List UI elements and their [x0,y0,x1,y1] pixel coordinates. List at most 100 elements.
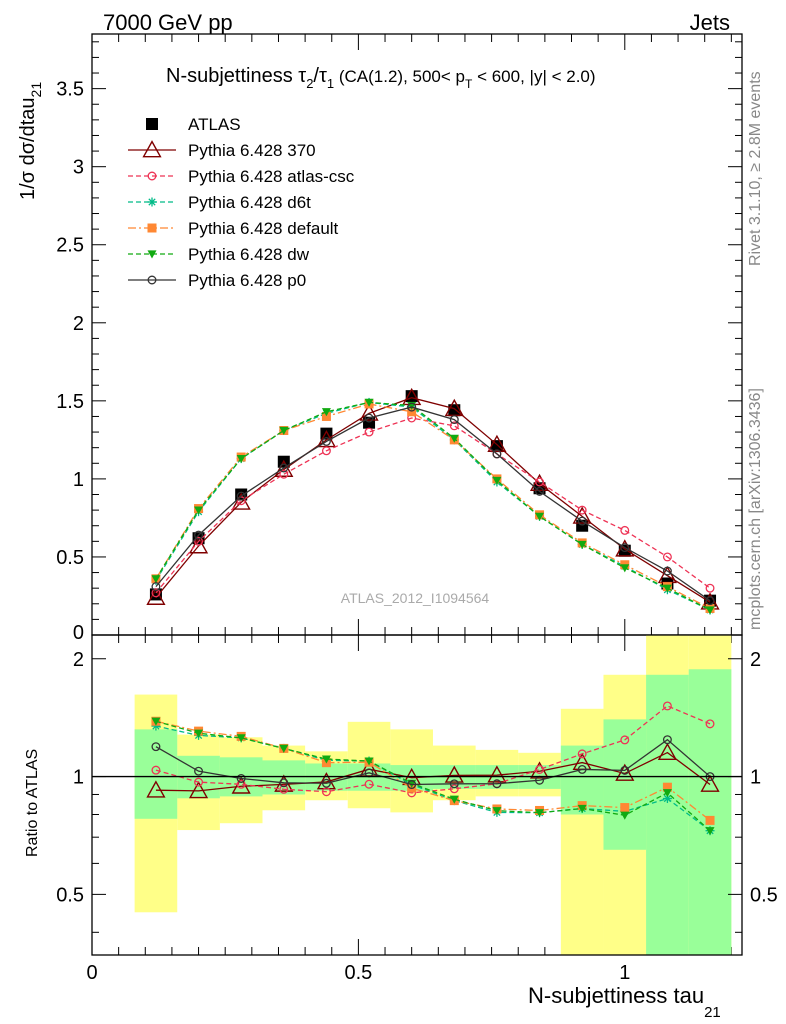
y-tick-label: 2 [73,313,84,335]
ratio-panel: 0.5 0.5 1 1 2 2 [56,634,778,956]
ratio-point-pythia-6-428-atlas-csc [279,784,289,794]
point-pythia-6-428-p0 [407,402,417,412]
legend-marker [147,171,157,181]
legend: ATLAS Pythia 6.428 370 Pythia 6.428 atlas-… [128,115,355,290]
y-tick-label: 2.5 [56,235,84,257]
point-atlas [448,404,461,417]
point-pythia-6-428-370 [572,506,592,524]
ratio-point-pythia-6-428-370 [316,772,337,790]
point-atlas [618,544,631,557]
point-pythia-6-428-atlas-csc [194,536,204,546]
ratio-point-pythia-6-428-p0 [577,764,587,774]
point-pythia-6-428-atlas-csc [321,446,331,456]
point-pythia-6-428-p0 [194,530,204,540]
legend-entry-pythia-6-428-d6t: Pythia 6.428 d6t [128,193,311,212]
x-tick-label: 0 [86,962,97,984]
ratio-point-pythia-6-428-dw [705,827,715,836]
y-tick-label: 0.5 [56,547,84,569]
point-pythia-6-428-dw [662,584,672,593]
point-pythia-6-428-atlas-csc [279,469,289,479]
point-pythia-6-428-370 [188,536,209,554]
ratio-y-ticks: 0.5 0.5 1 1 2 2 [56,649,778,933]
ratio-y-tick-label-right: 1 [750,767,761,789]
point-pythia-6-428-default [321,411,331,421]
y-axis-label: 1/σ dσ/dtau21 [17,82,44,200]
ratio-point-pythia-6-428-atlas-csc [194,777,204,787]
point-pythia-6-428-dw [449,434,459,443]
point-pythia-6-428-p0 [279,463,289,473]
ratio-point-pythia-6-428-370 [487,765,507,783]
point-pythia-6-428-p0 [577,516,587,526]
x-tick-label: 1 [619,962,630,984]
ratio-point-pythia-6-428-atlas-csc [577,749,587,759]
header-left: 7000 GeV pp [103,10,233,35]
ratio-point-pythia-6-428-dw [194,729,204,738]
point-pythia-6-428-dw [492,476,502,485]
ratio-point-pythia-6-428-dw [321,755,331,764]
series-line-pythia-6-428-default [155,403,711,610]
series-line-pythia-6-428-p0 [155,406,711,602]
ratio-point-pythia-6-428-dw [364,757,374,766]
ratio-point-pythia-6-428-atlas-csc [236,779,246,789]
point-pythia-6-428-p0 [535,486,545,496]
ratio-y-tick-label: 2 [73,649,84,671]
ratio-point-pythia-6-428-dw [236,734,246,743]
series-pythia-6-428-d6t [151,397,715,615]
point-pythia-6-428-p0 [705,596,715,606]
point-pythia-6-428-p0 [364,413,374,423]
ratio-point-pythia-6-428-370 [146,780,166,798]
ratio-y-tick-label: 1 [73,767,84,789]
ratio-point-pythia-6-428-atlas-csc [662,701,672,711]
ratio-point-pythia-6-428-370 [700,774,720,792]
legend-marker [147,250,157,259]
ratio-series-pythia-6-428-dw [151,717,715,836]
ratio-point-pythia-6-428-dw [535,809,545,818]
ratio-point-pythia-6-428-atlas-csc [151,765,161,775]
y-tick-label: 3.5 [56,79,84,101]
point-pythia-6-428-370 [146,587,166,605]
ratio-point-pythia-6-428-default [662,782,672,792]
legend-entry-pythia-6-428-dw: Pythia 6.428 dw [128,245,310,264]
ratio-stat-band [688,669,732,955]
legend-entry-pythia-6-428-370: Pythia 6.428 370 [128,140,316,160]
point-pythia-6-428-p0 [492,449,502,459]
ratio-y-tick-label-right: 0.5 [750,884,778,906]
point-pythia-6-428-dw [364,398,374,407]
main-panel: 0.511.522.533.500 0.5 1 [56,33,743,984]
point-pythia-6-428-p0 [620,543,630,553]
point-pythia-6-428-p0 [236,491,246,501]
point-pythia-6-428-atlas-csc [705,583,715,593]
ratio-point-pythia-6-428-atlas-csc [449,784,459,794]
ratio-point-pythia-6-428-370 [615,763,635,781]
ratio-point-pythia-6-428-atlas-csc [620,735,630,745]
ratio-point-pythia-6-428-dw [620,811,630,820]
ratio-line-pythia-6-428-p0 [155,738,711,786]
ratio-point-pythia-6-428-default [705,815,715,825]
point-pythia-6-428-p0 [662,566,672,576]
ratio-series-pythia-6-428-p0 [151,735,715,790]
ratio-point-pythia-6-428-p0 [194,766,204,776]
ratio-point-pythia-6-428-dw [662,789,672,798]
point-pythia-6-428-p0 [449,415,459,425]
ratio-stat-band [646,674,689,955]
legend-entry-pythia-6-428-p0: Pythia 6.428 p0 [128,271,306,290]
ratio-point-pythia-6-428-dw [492,807,502,816]
point-pythia-6-428-dw [535,512,545,521]
point-pythia-6-428-default [407,407,417,417]
series-line-pythia-6-428-d6t [155,401,711,611]
x-tick-label: 0.5 [344,962,372,984]
point-pythia-6-428-atlas-csc [535,477,545,487]
x-ticks: 0 0.5 1 [86,34,732,984]
legend-label: Pythia 6.428 dw [188,245,310,264]
ratio-point-pythia-6-428-370 [188,781,209,799]
ratio-point-pythia-6-428-p0 [407,780,417,790]
main-y-ticks: 0.5 1 1.5 2 2.5 3 3.5 0 [56,41,742,644]
point-pythia-6-428-370 [487,434,507,452]
legend-marker-stroke [148,198,156,206]
point-pythia-6-428-dw [620,564,630,573]
ratio-frame [91,634,743,956]
mcplots-label: mcplots.cern.ch [arXiv:1306.3436] [747,388,764,630]
legend-label: Pythia 6.428 370 [188,141,316,160]
ratio-line-pythia-6-428-dw [155,720,711,832]
point-pythia-6-428-dw [279,426,289,436]
